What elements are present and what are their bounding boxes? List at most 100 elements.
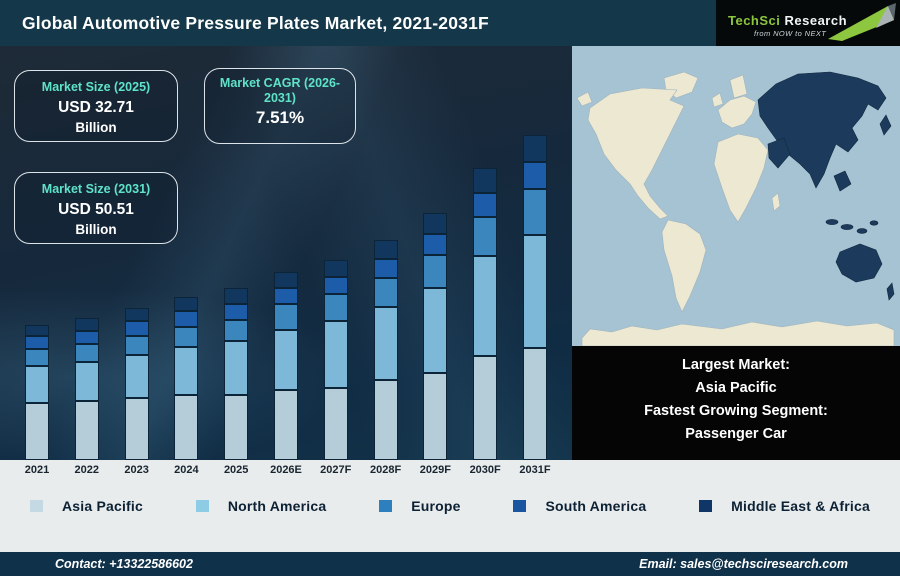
bar-segment-middle-east-africa [174,297,199,312]
legend-swatch-icon [513,500,527,512]
bar-segment-south-america [74,330,99,345]
bar-segment-europe [74,344,99,363]
bar-segment-north-america [473,255,498,357]
bar-segment-asia-pacific [224,394,249,460]
bar-2023 [124,308,149,460]
x-label-2024: 2024 [174,464,199,476]
market-size-2031-box: Market Size (2031) USD 50.51 Billion [14,172,178,244]
market-size-2031-unit: Billion [75,222,117,237]
x-label-2022: 2022 [74,464,100,476]
bar-2021 [25,325,49,460]
bar-segment-south-america [174,311,199,328]
x-label-2026e: 2026E [270,464,302,476]
bar-segment-south-america [273,288,298,305]
bar-segment-asia-pacific [273,390,298,460]
callout-line-2: Asia Pacific [695,380,777,396]
market-size-2025-unit: Billion [75,120,117,135]
bar-2026e [273,272,298,460]
bar-segment-europe [273,304,298,330]
bar-segment-europe [373,277,398,307]
bar-segment-north-america [224,340,249,395]
x-label-2023: 2023 [124,464,149,476]
bar-2030f [473,168,498,460]
bar-segment-middle-east-africa [473,168,498,193]
bar-segment-south-america [224,303,249,320]
x-axis-labels: 2021 2022 2023 2024 2025 2026E 2027F 2028F 2029F… [0,464,572,476]
bar-2031f [522,135,547,460]
callout-line-3: Fastest Growing Segment: [644,403,828,419]
bar-segment-asia-pacific [473,356,498,460]
map-asia-pacific-highlight [757,71,895,301]
bar-segment-asia-pacific [373,380,398,460]
bar-segment-asia-pacific [423,372,448,461]
market-cagr-value: 7.51% [255,108,305,127]
x-label-2021: 2021 [24,464,50,476]
legend-item-asia-pacific: Asia Pacific [30,498,143,514]
bars-row [0,46,572,461]
world-map [572,46,900,346]
bar-2024 [174,297,199,460]
bar-segment-south-america [473,192,498,218]
bar-segment-north-america [522,235,547,348]
bar-segment-middle-east-africa [522,135,547,163]
market-cagr-label: Market CAGR (2026-2031) [219,76,341,105]
bar-segment-middle-east-africa [423,213,448,234]
x-label-2028f: 2028F [369,464,402,476]
bar-segment-middle-east-africa [25,325,49,336]
bar-2028f [373,240,398,460]
bar-segment-europe [323,294,348,322]
bar-segment-europe [174,327,199,348]
bar-segment-south-america [373,258,398,278]
logo-wordmark: TechSci Research [728,13,847,28]
market-size-2025-value: USD 32.71 [58,99,134,116]
bar-segment-middle-east-africa [224,288,249,304]
market-cagr-box: Market CAGR (2026-2031) 7.51% [204,68,356,144]
bar-segment-europe [473,217,498,256]
largest-market-callout: Largest Market: Asia Pacific Fastest Gro… [572,346,900,460]
market-size-2025-box: Market Size (2025) USD 32.71 Billion [14,70,178,142]
bar-segment-north-america [124,355,149,399]
bar-segment-asia-pacific [74,401,99,461]
bar-segment-north-america [323,321,348,388]
world-map-image [572,46,900,346]
callout-line-4: Passenger Car [685,426,787,442]
market-size-2031-label: Market Size (2031) [41,182,151,196]
bar-segment-asia-pacific [174,395,199,460]
bar-2027f [323,260,348,460]
x-label-2031f: 2031F [519,464,551,476]
bar-segment-north-america [423,287,448,373]
bar-segment-north-america [373,306,398,381]
legend-item-north-america: North America [195,498,327,514]
legend-swatch-icon [195,500,209,512]
map-landmasses [576,71,895,346]
callout-line-1: Largest Market: [682,357,790,373]
logo-arrow-icon [828,3,896,41]
legend-label: South America [545,498,647,514]
footer-email: Email: sales@techsciresearch.com [639,557,848,571]
bar-segment-europe [25,348,49,366]
x-label-2025: 2025 [223,464,249,476]
bar-segment-south-america [423,233,448,255]
bottom-strip [0,460,900,552]
market-size-2025-label: Market Size (2025) [41,80,151,94]
bar-segment-asia-pacific [25,402,49,460]
bar-2029f [423,213,448,461]
legend: Asia Pacific North America Europe South Ame… [0,498,900,514]
bar-segment-south-america [323,277,348,295]
bar-segment-south-america [124,321,149,337]
bar-segment-middle-east-africa [124,308,149,322]
legend-swatch-icon [699,500,713,512]
legend-label: Europe [411,498,461,514]
legend-item-middle-east-africa: Middle East & Africa [699,498,870,514]
chart-panel: Market Size (2025) USD 32.71 Billion Mar… [0,46,572,461]
logo-tagline: from NOW to NEXT [754,29,827,38]
logo-brand-secondary: Research [780,13,848,28]
market-size-2031-value: USD 50.51 [58,201,134,218]
footer: Contact: +13322586602 Email: sales@techs… [0,552,900,576]
bar-segment-europe [224,319,249,341]
legend-label: Middle East & Africa [731,498,870,514]
bar-segment-north-america [25,366,49,403]
x-label-2029f: 2029F [419,464,451,476]
page-title: Global Automotive Pressure Plates Market… [22,12,489,33]
bar-segment-middle-east-africa [273,272,298,289]
